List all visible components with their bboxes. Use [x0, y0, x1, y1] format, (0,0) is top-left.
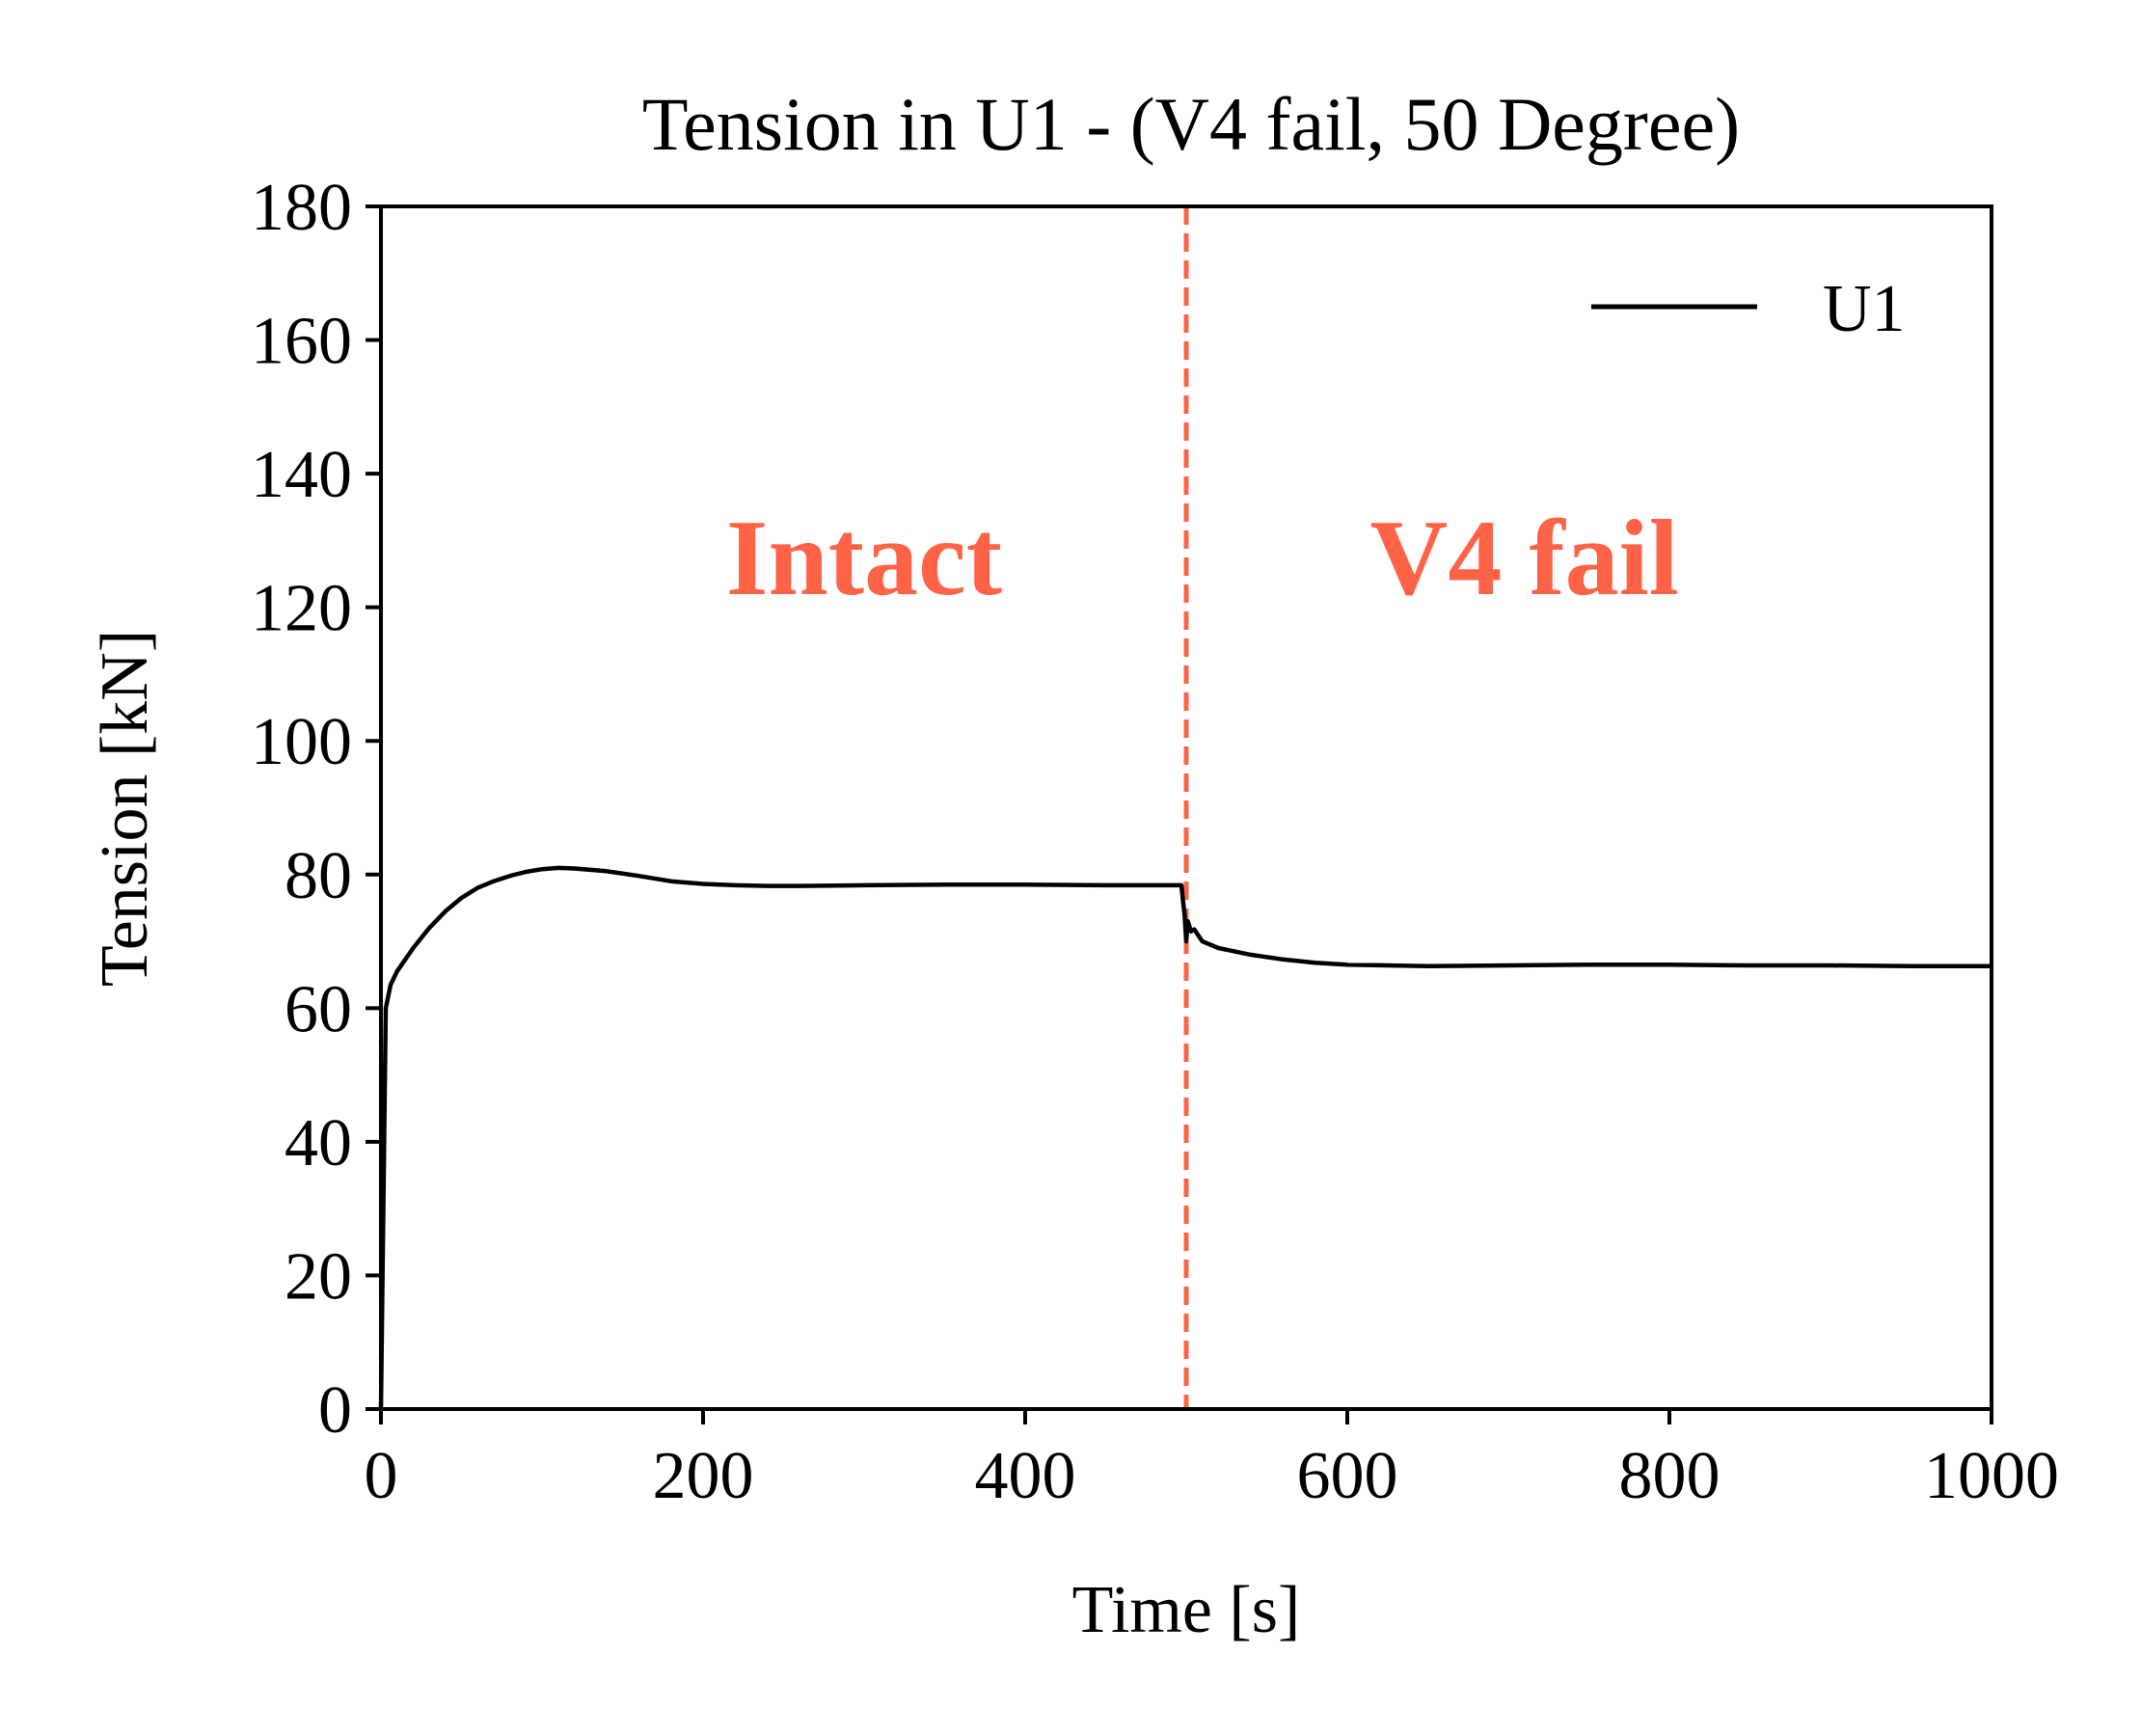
y-axis-label: Tension [kN] — [88, 630, 162, 987]
x-tick-label: 400 — [975, 1439, 1076, 1513]
x-tick-label: 600 — [1297, 1439, 1398, 1513]
x-tick-label: 200 — [653, 1439, 754, 1513]
plot-frame — [379, 204, 1993, 1411]
chart-title: Tension in U1 - (V4 fail, 50 Degree) — [642, 82, 1740, 166]
x-tick-label: 800 — [1619, 1439, 1721, 1513]
annotation-layer: Intact V4 fail — [726, 499, 1679, 618]
legend: U1 — [1591, 272, 1906, 346]
series-layer — [378, 865, 1992, 1410]
annotation-label: V4 fail — [1369, 499, 1678, 618]
y-tick-label: 80 — [285, 839, 352, 913]
x-tick-label: 1000 — [1924, 1439, 2059, 1513]
x-axis-label: Time [s] — [1072, 1573, 1301, 1647]
y-tick-label: 40 — [285, 1106, 352, 1180]
x-tick-label: 0 — [365, 1439, 398, 1513]
y-tick-label: 20 — [285, 1239, 352, 1314]
x-axis-ticks: 0 200 400 600 800 1000 — [365, 1409, 2059, 1513]
y-tick-label: 120 — [251, 572, 352, 646]
y-tick-label: 60 — [285, 972, 352, 1046]
y-tick-label: 160 — [251, 305, 352, 379]
annotation-label: Intact — [726, 499, 1002, 618]
y-tick-label: 0 — [318, 1373, 352, 1448]
y-tick-label: 180 — [251, 171, 352, 245]
y-axis-ticks: 0 20 40 60 80 100 120 140 160 180 — [251, 171, 381, 1448]
plot-area: 0 200 400 600 800 1000 0 20 40 60 80 100 120 140 160 1… — [251, 171, 2059, 1513]
legend-label-u1: U1 — [1823, 272, 1906, 346]
y-tick-label: 100 — [251, 705, 352, 779]
series-line-u1 — [378, 865, 1992, 1410]
y-tick-label: 140 — [251, 438, 352, 512]
